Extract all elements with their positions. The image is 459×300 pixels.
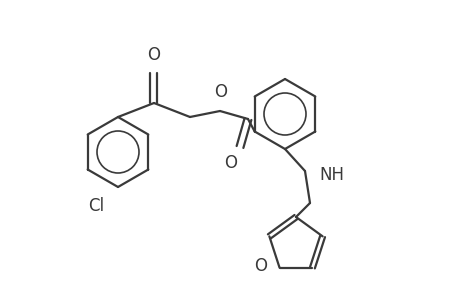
Text: O: O xyxy=(254,257,267,275)
Text: O: O xyxy=(214,83,227,101)
Text: O: O xyxy=(147,46,160,64)
Text: Cl: Cl xyxy=(88,197,104,215)
Text: NH: NH xyxy=(318,166,343,184)
Text: O: O xyxy=(224,154,237,172)
